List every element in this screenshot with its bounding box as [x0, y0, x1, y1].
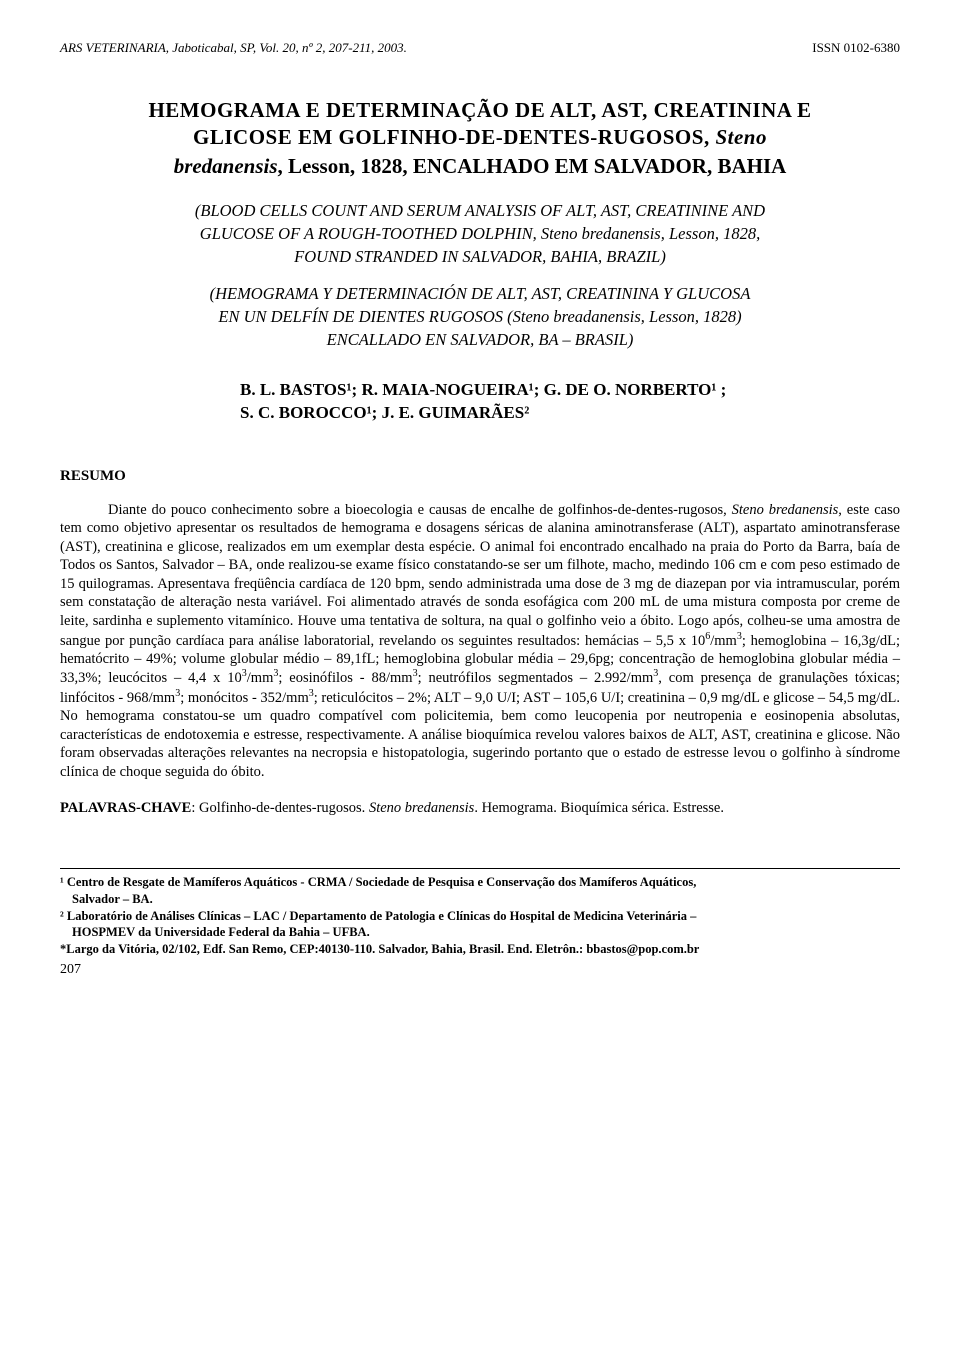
- sub-es-l2: EN UN DELFÍN DE DIENTES RUGOSOS (Steno b…: [218, 307, 741, 326]
- subtitle-english: (BLOOD CELLS COUNT AND SERUM ANALYSIS OF…: [60, 199, 900, 268]
- authors-l1: B. L. BASTOS¹; R. MAIA-NOGUEIRA¹; G. DE …: [240, 380, 726, 399]
- subtitle-spanish: (HEMOGRAMA Y DETERMINACIÓN DE ALT, AST, …: [60, 282, 900, 351]
- footnote-1-l1: ¹ Centro de Resgate de Mamíferos Aquátic…: [60, 875, 900, 891]
- footnote-2-l1: ² Laboratório de Análises Clínicas – LAC…: [60, 909, 900, 925]
- sub-en-l3: FOUND STRANDED IN SALVADOR, BAHIA, BRAZI…: [294, 247, 666, 266]
- abstract-body: Diante do pouco conhecimento sobre a bio…: [60, 501, 900, 782]
- abstract-heading: RESUMO: [60, 467, 900, 487]
- sub-en-l1: (BLOOD CELLS COUNT AND SERUM ANALYSIS OF…: [195, 201, 765, 220]
- keywords-label: PALAVRAS-CHAVE: [60, 800, 191, 816]
- title-species: Steno: [715, 125, 767, 149]
- keywords-text: : Golfinho-de-dentes-rugosos. Steno bred…: [191, 800, 724, 816]
- journal-ref: ARS VETERINARIA, Jaboticabal, SP, Vol. 2…: [60, 40, 407, 57]
- authors-block: B. L. BASTOS¹; R. MAIA-NOGUEIRA¹; G. DE …: [240, 379, 900, 425]
- sub-en-l2: GLUCOSE OF A ROUGH-TOOTHED DOLPHIN, Sten…: [200, 224, 760, 243]
- footnotes-block: ¹ Centro de Resgate de Mamíferos Aquátic…: [60, 875, 900, 957]
- article-title-line1: HEMOGRAMA E DETERMINAÇÃO DE ALT, AST, CR…: [60, 97, 900, 152]
- article-title-line2: bredanensis, Lesson, 1828, ENCALHADO EM …: [60, 153, 900, 180]
- title-text-a: HEMOGRAMA E DETERMINAÇÃO DE ALT, AST, CR…: [148, 98, 811, 122]
- page-number: 207: [60, 961, 900, 979]
- footnote-2-l2: HOSPMEV da Universidade Federal da Bahia…: [60, 925, 900, 941]
- issn: ISSN 0102-6380: [812, 40, 900, 57]
- footnote-3: *Largo da Vitória, 02/102, Edf. San Remo…: [60, 942, 900, 958]
- title-species2: bredanensis: [174, 154, 278, 178]
- keywords-line: PALAVRAS-CHAVE: Golfinho-de-dentes-rugos…: [60, 799, 900, 818]
- title-rest: , Lesson, 1828, ENCALHADO EM SALVADOR, B…: [278, 154, 787, 178]
- sub-es-l3: ENCALLADO EN SALVADOR, BA – BRASIL): [327, 330, 634, 349]
- sub-es-l1: (HEMOGRAMA Y DETERMINACIÓN DE ALT, AST, …: [210, 284, 751, 303]
- authors-l2: S. C. BOROCCO¹; J. E. GUIMARÃES²: [240, 403, 529, 422]
- title-text-b: GLICOSE EM GOLFINHO-DE-DENTES-RUGOSOS,: [193, 125, 715, 149]
- footnote-separator: [60, 868, 900, 869]
- footnote-1-l2: Salvador – BA.: [60, 892, 900, 908]
